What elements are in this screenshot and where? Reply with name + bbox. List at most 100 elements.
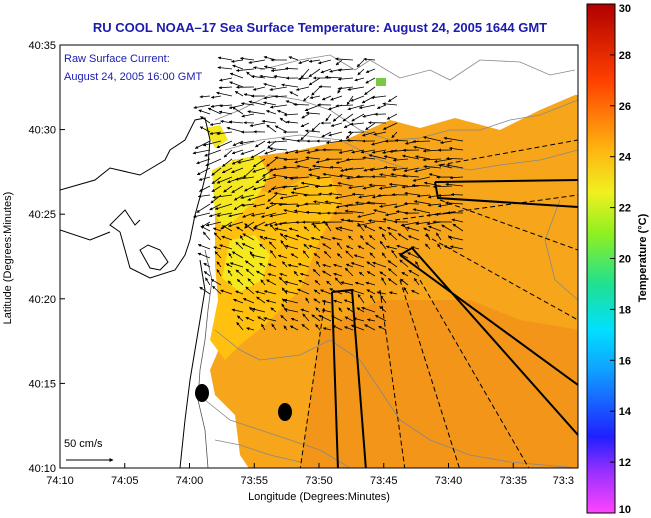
current-vector bbox=[357, 68, 365, 76]
current-vector bbox=[266, 140, 288, 144]
current-vector bbox=[271, 323, 277, 331]
current-vector bbox=[411, 183, 431, 188]
coast-inner bbox=[197, 249, 213, 468]
current-vector bbox=[220, 289, 233, 295]
current-vector bbox=[350, 324, 365, 331]
current-vector bbox=[353, 317, 365, 322]
current-vector bbox=[255, 176, 266, 184]
current-vector bbox=[411, 290, 420, 295]
current-vector bbox=[314, 184, 332, 189]
colorbar-tick-label: 12 bbox=[619, 457, 631, 469]
current-vector bbox=[402, 154, 420, 160]
current-vector bbox=[228, 212, 244, 218]
current-vector bbox=[289, 176, 310, 181]
current-vector bbox=[308, 167, 321, 172]
current-vector bbox=[222, 225, 233, 232]
current-vector bbox=[312, 164, 332, 169]
current-vector bbox=[219, 77, 233, 82]
current-vector bbox=[383, 165, 398, 170]
current-vector bbox=[381, 233, 387, 241]
current-vector bbox=[251, 307, 266, 313]
current-vector bbox=[344, 209, 365, 214]
current-vector bbox=[216, 269, 222, 277]
current-vector bbox=[369, 234, 376, 241]
current-vector bbox=[397, 233, 409, 241]
current-vector bbox=[325, 113, 332, 122]
current-vector bbox=[219, 244, 233, 250]
current-vector bbox=[441, 224, 453, 232]
current-vector bbox=[388, 291, 398, 295]
dashed-track-2 bbox=[439, 199, 578, 251]
current-vector bbox=[376, 104, 387, 109]
current-vector bbox=[246, 327, 255, 331]
current-vector bbox=[365, 281, 376, 286]
current-vector bbox=[383, 155, 398, 160]
current-vector bbox=[301, 113, 310, 119]
current-vector bbox=[301, 323, 310, 331]
current-vector bbox=[279, 117, 288, 124]
current-vector bbox=[414, 167, 431, 173]
x-tick-label: 74:00 bbox=[176, 475, 204, 487]
current-vector bbox=[345, 131, 354, 139]
current-vector bbox=[413, 145, 431, 151]
current-vector bbox=[373, 209, 387, 214]
bathymetry-contour-5 bbox=[204, 399, 351, 468]
current-vector bbox=[306, 149, 321, 154]
x-tick-label: 73:50 bbox=[305, 475, 333, 487]
bathymetry-contour-4 bbox=[214, 329, 578, 468]
current-vector bbox=[226, 126, 244, 133]
current-vector bbox=[373, 131, 387, 136]
current-vector bbox=[310, 236, 321, 241]
current-vector bbox=[248, 100, 266, 106]
current-vector bbox=[223, 185, 233, 193]
current-vector bbox=[196, 158, 211, 165]
current-vector bbox=[326, 280, 332, 286]
current-vector bbox=[338, 226, 354, 232]
current-vector bbox=[205, 221, 222, 227]
current-vector bbox=[303, 226, 310, 232]
current-vector bbox=[336, 253, 343, 259]
bathymetry-contour-2 bbox=[214, 94, 578, 141]
current-vector bbox=[234, 90, 244, 97]
current-vector bbox=[358, 194, 376, 199]
current-vector bbox=[232, 106, 244, 115]
current-vector bbox=[412, 208, 431, 214]
current-vector bbox=[315, 307, 321, 313]
current-vector bbox=[422, 158, 442, 162]
current-vector bbox=[388, 268, 398, 277]
current-vector bbox=[402, 223, 409, 232]
current-vector bbox=[218, 86, 233, 90]
current-vector bbox=[322, 270, 332, 277]
current-vector bbox=[388, 232, 398, 241]
current-vector bbox=[233, 298, 244, 304]
current-vector bbox=[354, 281, 365, 286]
current-vector bbox=[212, 194, 233, 199]
current-vector bbox=[216, 131, 233, 136]
current-vector bbox=[328, 192, 343, 196]
current-vector bbox=[348, 235, 354, 241]
current-vector bbox=[288, 56, 299, 61]
current-vector bbox=[381, 277, 387, 286]
current-vector bbox=[345, 250, 354, 259]
current-vector bbox=[300, 131, 310, 141]
current-vector bbox=[208, 212, 222, 218]
current-vector bbox=[403, 201, 420, 206]
x-axis-ticks: 74:10 74:05 74:00 73:55 73:50 73:45 73:40 73:35… bbox=[46, 463, 579, 487]
dashed-track-6 bbox=[379, 289, 406, 468]
current-vector bbox=[338, 139, 354, 143]
current-vector bbox=[366, 261, 376, 268]
current-vector bbox=[366, 201, 387, 205]
current-vector bbox=[407, 235, 420, 241]
current-vector bbox=[422, 135, 442, 142]
current-vector bbox=[308, 68, 321, 78]
current-vector bbox=[211, 167, 222, 176]
current-vector bbox=[197, 252, 211, 259]
current-vector bbox=[247, 278, 255, 286]
current-vector bbox=[371, 140, 387, 146]
colorbar-tick-label: 16 bbox=[619, 355, 631, 367]
current-vector bbox=[283, 308, 299, 313]
current-vector bbox=[347, 86, 365, 91]
current-vector bbox=[199, 126, 211, 133]
x-tick-label: 73:45 bbox=[370, 475, 398, 487]
